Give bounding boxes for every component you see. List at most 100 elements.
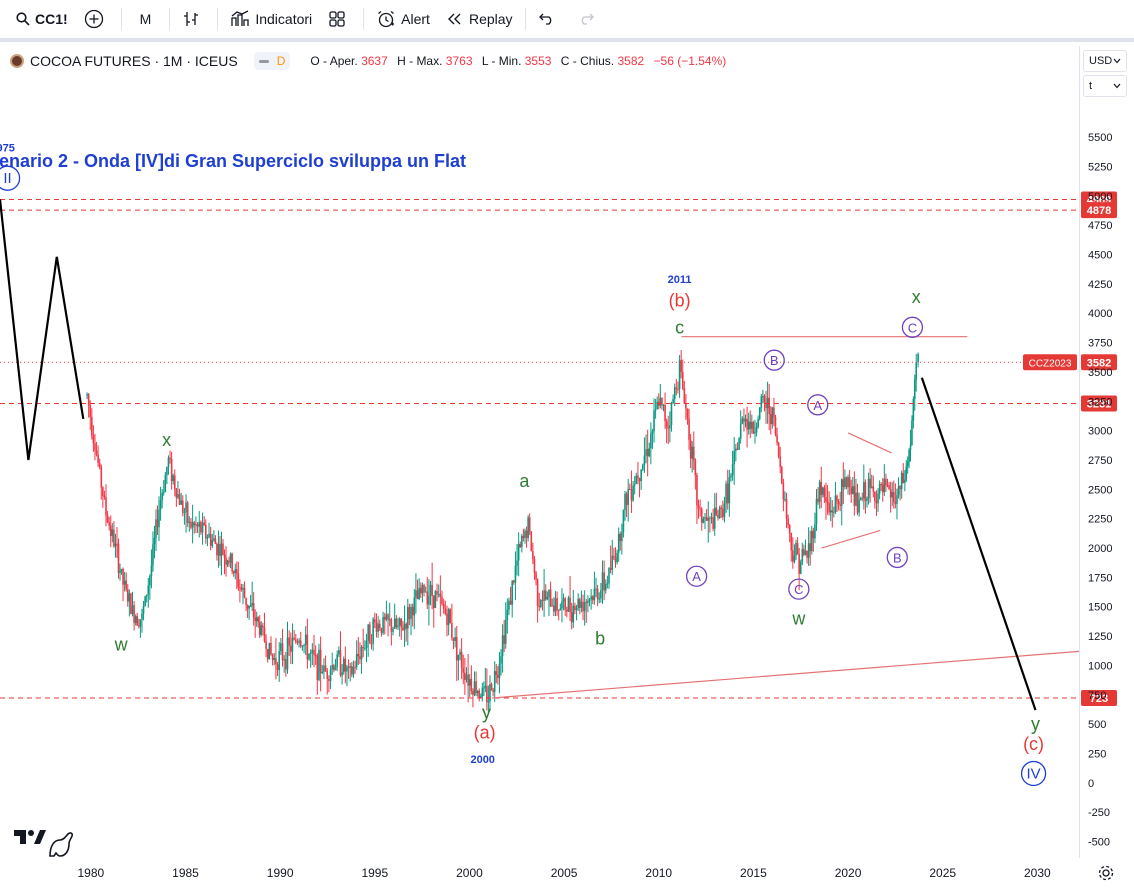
indicators-icon <box>231 10 249 26</box>
indicators-button[interactable]: Indicatori <box>222 4 320 34</box>
candle <box>699 508 701 510</box>
candle <box>106 515 109 523</box>
candle <box>156 519 159 528</box>
legend-status-pill[interactable]: D <box>253 52 291 70</box>
candle <box>290 645 292 652</box>
candle <box>225 557 227 565</box>
candle <box>654 409 657 411</box>
toolbar-divider <box>169 8 171 30</box>
price-chart[interactable]: Scenario 2 - Onda [IV]di Gran Superciclo… <box>0 46 1134 893</box>
candle <box>613 555 615 558</box>
level-price-tag <box>1081 395 1117 412</box>
candle <box>407 607 409 629</box>
candle <box>606 583 609 585</box>
candle <box>578 598 581 608</box>
candle <box>365 640 368 648</box>
candle <box>686 408 689 419</box>
candle <box>357 653 360 657</box>
candle <box>128 593 131 602</box>
candle <box>685 403 687 409</box>
candle <box>806 550 808 558</box>
chart-type-button[interactable] <box>174 4 213 34</box>
interval-button[interactable]: M <box>126 4 166 34</box>
toolbar-divider <box>363 8 365 30</box>
chart-legend: COCOA FUTURES · 1M · ICEUS D O - Aper. 3… <box>10 50 732 72</box>
candle <box>567 597 570 612</box>
candle <box>546 596 549 600</box>
candle <box>326 670 329 679</box>
candle <box>100 466 103 488</box>
x-tick-label: 1985 <box>172 866 199 880</box>
gear-icon[interactable] <box>1097 864 1115 882</box>
candle <box>472 690 474 695</box>
candle <box>771 407 774 425</box>
candle <box>344 658 347 672</box>
candle <box>294 639 297 642</box>
candle <box>696 474 698 506</box>
candle <box>138 625 140 627</box>
wave-label: C <box>908 320 917 335</box>
candle <box>637 475 639 479</box>
redo-button[interactable] <box>569 4 608 34</box>
candle <box>249 605 252 607</box>
candle <box>614 557 617 563</box>
compare-button[interactable] <box>76 4 117 34</box>
alert-button[interactable]: Alert <box>368 4 438 34</box>
candle <box>266 649 269 660</box>
candle <box>867 478 870 499</box>
candle <box>752 422 755 434</box>
y-tick-label: 3000 <box>1088 426 1112 438</box>
candle <box>575 607 578 611</box>
wave-label: B <box>893 550 902 565</box>
candle <box>577 598 579 608</box>
candle <box>503 635 505 644</box>
candle <box>122 568 124 585</box>
candle <box>177 494 179 498</box>
tradingview-logo-icon[interactable] <box>14 826 76 860</box>
candle <box>388 619 391 621</box>
layouts-button[interactable] <box>320 4 359 34</box>
candle <box>818 482 821 502</box>
y-tick-label: 2500 <box>1088 484 1112 496</box>
symbol-search[interactable]: CC1! <box>8 4 76 34</box>
candle <box>845 477 848 488</box>
candle <box>781 466 783 484</box>
candle <box>271 654 274 660</box>
candle <box>680 360 682 373</box>
candle <box>248 605 250 609</box>
candle <box>291 637 294 652</box>
candle <box>454 637 456 642</box>
candle <box>185 502 187 513</box>
candle <box>393 618 396 629</box>
candle <box>166 467 168 476</box>
currency-selector[interactable]: USD <box>1083 50 1127 72</box>
x-tick-label: 1980 <box>78 866 105 880</box>
candle <box>180 500 182 505</box>
candle <box>823 487 826 498</box>
level-price-tag <box>1081 689 1117 706</box>
candle <box>152 544 154 566</box>
toolbar-divider <box>217 8 219 30</box>
candle <box>139 619 142 627</box>
candle <box>870 486 873 488</box>
candle <box>741 418 744 424</box>
candle <box>572 605 575 623</box>
candle <box>601 572 604 591</box>
candle <box>746 418 748 430</box>
candle <box>504 620 507 644</box>
candle <box>273 658 276 660</box>
candle <box>630 489 633 501</box>
candle <box>880 483 882 485</box>
toolbar-divider <box>120 8 122 30</box>
candle <box>116 543 118 545</box>
candle <box>377 623 379 632</box>
replay-button[interactable]: Replay <box>438 4 521 34</box>
y-tick-label: 1000 <box>1088 660 1112 672</box>
candle <box>632 485 634 501</box>
candle <box>446 613 448 626</box>
undo-button[interactable] <box>530 4 569 34</box>
last-price-tag <box>1081 354 1117 371</box>
candle <box>452 637 455 642</box>
unit-selector[interactable]: t <box>1083 75 1127 97</box>
candle <box>735 448 737 451</box>
